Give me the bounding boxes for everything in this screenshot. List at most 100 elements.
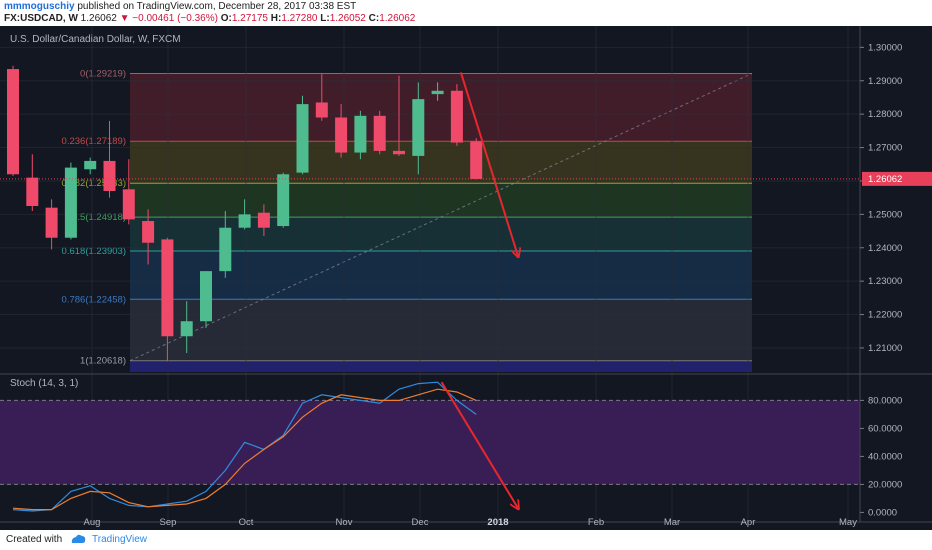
fib-label: 0.5(1.24918): [72, 212, 126, 223]
change-arrow-icon: ▼: [119, 13, 130, 24]
stochastic-pane: [0, 373, 932, 512]
chart-title: U.S. Dollar/Canadian Dollar, W, FXCM: [10, 34, 181, 45]
candle-body: [26, 177, 39, 207]
time-tick-label: Dec: [412, 517, 429, 528]
axes: 1.300001.290001.280001.270001.260001.250…: [0, 26, 932, 528]
fib-label: 0(1.29219): [80, 68, 126, 79]
fibonacci-retracement[interactable]: 0(1.29219) 0.236(1.27189) 0.382(1.25933) 0.…: [62, 68, 753, 372]
stoch-d-line: [12, 388, 477, 511]
high-value: 1.27280: [281, 13, 318, 24]
price-tick-label: 1.22000: [868, 310, 902, 321]
candle-body: [84, 160, 97, 170]
candle-body: [219, 227, 232, 272]
time-tick-label: 2018: [487, 517, 508, 528]
candle-body: [277, 174, 290, 227]
fib-zone: [130, 141, 752, 184]
time-tick-label: Feb: [588, 517, 604, 528]
author-link[interactable]: mmmoguschiy: [4, 1, 75, 12]
price-tick-label: 1.29000: [868, 76, 902, 87]
candle-body: [45, 207, 58, 238]
candle-body: [142, 221, 155, 243]
fib-zone: [130, 217, 752, 251]
price-tick-label: 1.21000: [868, 343, 902, 354]
candle-body: [412, 99, 425, 156]
stoch-title: Stoch (14, 3, 1): [10, 378, 78, 389]
change-value: −0.00461 (−0.36%): [132, 13, 218, 24]
candle-body: [335, 117, 348, 153]
candle-body: [296, 104, 309, 173]
open-value: 1.27175: [231, 13, 268, 24]
fib-label: 1(1.20618): [80, 356, 126, 367]
fib-label: 0.786(1.22458): [62, 294, 126, 305]
candle-body: [161, 239, 174, 337]
stoch-projection-arrow: [440, 381, 518, 508]
stoch-tick-label: 20.0000: [868, 479, 902, 490]
last-price-tag: [862, 171, 932, 186]
candle-body: [450, 90, 463, 143]
price-tick-label: 1.25000: [868, 209, 902, 220]
fib-trend-line: [129, 72, 753, 362]
candle-body: [257, 212, 270, 228]
time-tick-label: Nov: [336, 517, 353, 528]
fib-zone: [130, 360, 752, 372]
fib-zone: [130, 299, 752, 361]
low-label: L:: [320, 13, 330, 24]
candle-body: [470, 141, 483, 179]
price-tick-label: 1.30000: [868, 42, 902, 53]
candle-body: [122, 189, 135, 220]
close-value: 1.26062: [379, 13, 416, 24]
candle-body: [373, 115, 386, 151]
low-value: 1.26052: [329, 13, 366, 24]
time-tick-label: May: [839, 517, 857, 528]
price-tick-label: 1.28000: [868, 109, 902, 120]
candles: [0, 65, 860, 362]
price-projection-arrow: [459, 72, 518, 256]
time-tick-label: Mar: [664, 517, 680, 528]
stoch-tick-label: 80.0000: [868, 395, 902, 406]
ohlc-line: FX:USDCAD, W 1.26062 ▼ −0.00461 (−0.36%)…: [4, 13, 415, 25]
candle-body: [180, 321, 193, 337]
fib-zone: [130, 250, 752, 300]
chart-canvas[interactable]: 0(1.29219) 0.236(1.27189) 0.382(1.25933) 0.…: [0, 26, 932, 530]
stoch-tick-label: 0.0000: [868, 507, 897, 518]
annotations[interactable]: [440, 72, 518, 508]
symbol-label: FX:USDCAD, W: [4, 13, 78, 24]
candle-body: [431, 90, 444, 95]
fib-label: 0.618(1.23903): [62, 246, 126, 257]
time-tick-label: Apr: [741, 517, 756, 528]
candle-body: [354, 115, 367, 153]
candle-body: [103, 160, 116, 191]
candle-body: [315, 102, 328, 118]
fib-zone: [130, 73, 752, 142]
candle-body: [238, 214, 251, 228]
price-tick-label: 1.27000: [868, 143, 902, 154]
price-tick-label: 1.23000: [868, 276, 902, 287]
fib-label: 0.382(1.25933): [62, 178, 126, 189]
high-label: H:: [270, 13, 282, 24]
open-label: O:: [220, 13, 232, 24]
fib-label: 0.236(1.27189): [62, 136, 126, 147]
time-tick-label: Oct: [239, 517, 254, 528]
tradingview-brand[interactable]: TradingView: [92, 534, 148, 545]
candle-body: [393, 150, 405, 155]
stoch-tick-label: 60.0000: [868, 423, 902, 434]
last-price-tag-label: 1.26062: [868, 174, 902, 185]
candle-body: [7, 69, 19, 175]
publish-info: published on TradingView.com, December 2…: [77, 1, 357, 12]
stoch-tick-label: 40.0000: [868, 451, 902, 462]
chart-header: mmmoguschiy published on TradingView.com…: [0, 0, 932, 26]
time-tick-label: Sep: [160, 517, 177, 528]
candle-body: [64, 167, 77, 238]
tradingview-logo-icon: [71, 534, 86, 543]
close-label: C:: [368, 13, 380, 24]
footer: Created with TradingView: [0, 530, 932, 550]
created-with-label: Created with: [6, 534, 63, 545]
chart-area[interactable]: 0(1.29219) 0.236(1.27189) 0.382(1.25933) 0.…: [0, 26, 932, 530]
last-price: 1.26062: [80, 13, 117, 24]
fib-zone: [130, 183, 752, 218]
candle-body: [200, 271, 212, 322]
price-tick-label: 1.24000: [868, 243, 902, 254]
grid: [0, 26, 860, 522]
stoch-k-line: [12, 381, 477, 512]
publish-line: mmmoguschiy published on TradingView.com…: [4, 1, 356, 13]
